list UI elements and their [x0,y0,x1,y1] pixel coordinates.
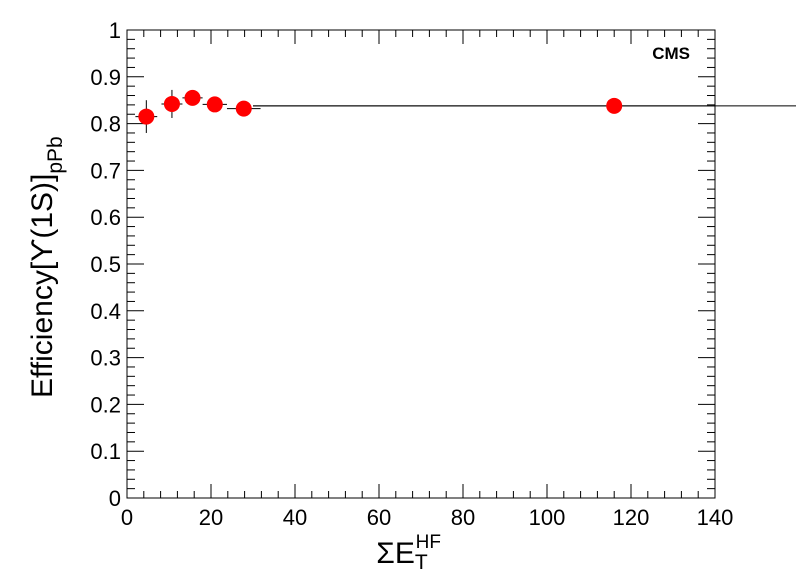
data-point [138,108,155,125]
y-tick-label: 0.6 [90,205,121,230]
axis-ticks [126,29,716,499]
y-tick-label: 0.9 [90,65,121,90]
y-tick-label: 0.5 [90,252,121,277]
x-tick-label: 20 [199,505,223,530]
data-point [206,96,223,113]
data-point [606,97,623,114]
x-axis-title-sup: HF [416,532,441,553]
y-tick-label: 0.8 [90,112,121,137]
x-tick-label: 120 [613,505,650,530]
x-tick-label: 140 [697,505,734,530]
y-axis-title: Efficiency[ϒ(1S)]pPb [26,136,67,398]
data-point [235,100,252,117]
data-points [135,89,796,133]
y-tick-label: 1 [109,18,121,43]
x-tick-label: 60 [367,505,391,530]
x-tick-label: 40 [283,505,307,530]
tick-labels: 0 20 40 60 80 100 120 140 0 0.1 0.2 0.3 0.4 0.5 0.6 0.7… [90,18,733,530]
x-axis-title-sub: T [415,551,428,572]
y-tick-label: 0 [109,486,121,511]
y-axis-title-main: Efficiency[ϒ(1S)] [26,174,59,398]
x-axis-title: ΣETHF [376,532,441,572]
y-tick-label: 0.2 [90,392,121,417]
data-point [163,95,180,112]
y-axis-title-sub: pPb [44,136,67,173]
y-tick-label: 0.7 [90,158,121,183]
data-point [184,89,201,106]
x-axis-title-main: ΣE [376,537,415,570]
y-tick-label: 0.1 [90,439,121,464]
cms-label: CMS [652,44,690,63]
x-tick-label: 80 [451,505,475,530]
x-tick-label: 0 [121,505,133,530]
y-tick-label: 0.3 [90,346,121,371]
y-tick-label: 0.4 [90,299,121,324]
x-tick-label: 100 [529,505,566,530]
